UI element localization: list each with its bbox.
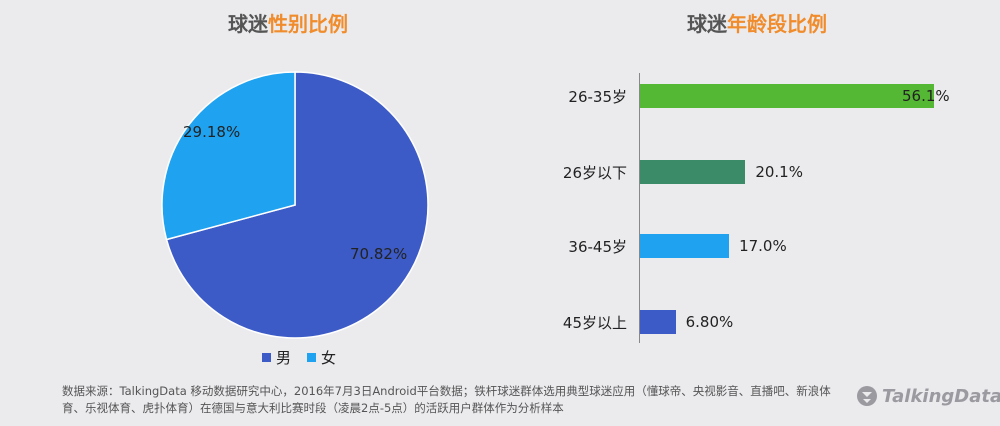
legend-label-male: 男 <box>276 349 292 367</box>
bar <box>640 234 730 258</box>
bar <box>640 160 746 184</box>
brand-name: TalkingData <box>882 385 1000 407</box>
legend-swatch-male <box>262 353 271 362</box>
pie-label-female: 29.18% <box>183 123 241 141</box>
gender-title-part-b: 性别比例 <box>268 12 348 36</box>
gender-pie-chart <box>161 71 429 339</box>
pie-label-male: 70.82% <box>350 245 408 263</box>
bar <box>640 310 676 334</box>
legend-label-female: 女 <box>321 349 337 367</box>
pie-slice-female <box>161 71 296 241</box>
legend-swatch-female <box>307 353 317 362</box>
gender-chart-title: 球迷性别比例 <box>228 8 348 37</box>
bar-category-label: 26岁以下 <box>562 164 627 182</box>
bar-category-axis <box>639 73 640 343</box>
age-title-part-b: 年龄段比例 <box>727 12 827 36</box>
legend-item-female: 女 <box>307 347 336 368</box>
bar-category-label: 45岁以上 <box>562 314 627 332</box>
footnote-source: 数据来源：TalkingData 移动数据研究中心，2016年7月3日Andro… <box>62 384 831 415</box>
age-title-part-a: 球迷 <box>687 12 727 36</box>
bar-value-label: 6.80% <box>685 313 734 331</box>
pie-slice-male <box>165 71 429 339</box>
legend-item-male: 男 <box>262 347 291 368</box>
bar-value-label: 17.0% <box>739 237 787 255</box>
talkingdata-logo-icon <box>857 386 877 406</box>
bar-category-label: 26-35岁 <box>568 88 627 106</box>
bar <box>640 84 934 108</box>
bar-category-label: 36-45岁 <box>568 238 627 256</box>
gender-title-part-a: 球迷 <box>228 12 268 36</box>
age-chart-title: 球迷年龄段比例 <box>687 8 827 37</box>
bar-value-label: 20.1% <box>755 163 803 181</box>
pie-legend: 男 女 <box>262 347 336 368</box>
bar-value-label: 56.1% <box>902 87 950 105</box>
brand-logo: TalkingData <box>856 385 1000 407</box>
